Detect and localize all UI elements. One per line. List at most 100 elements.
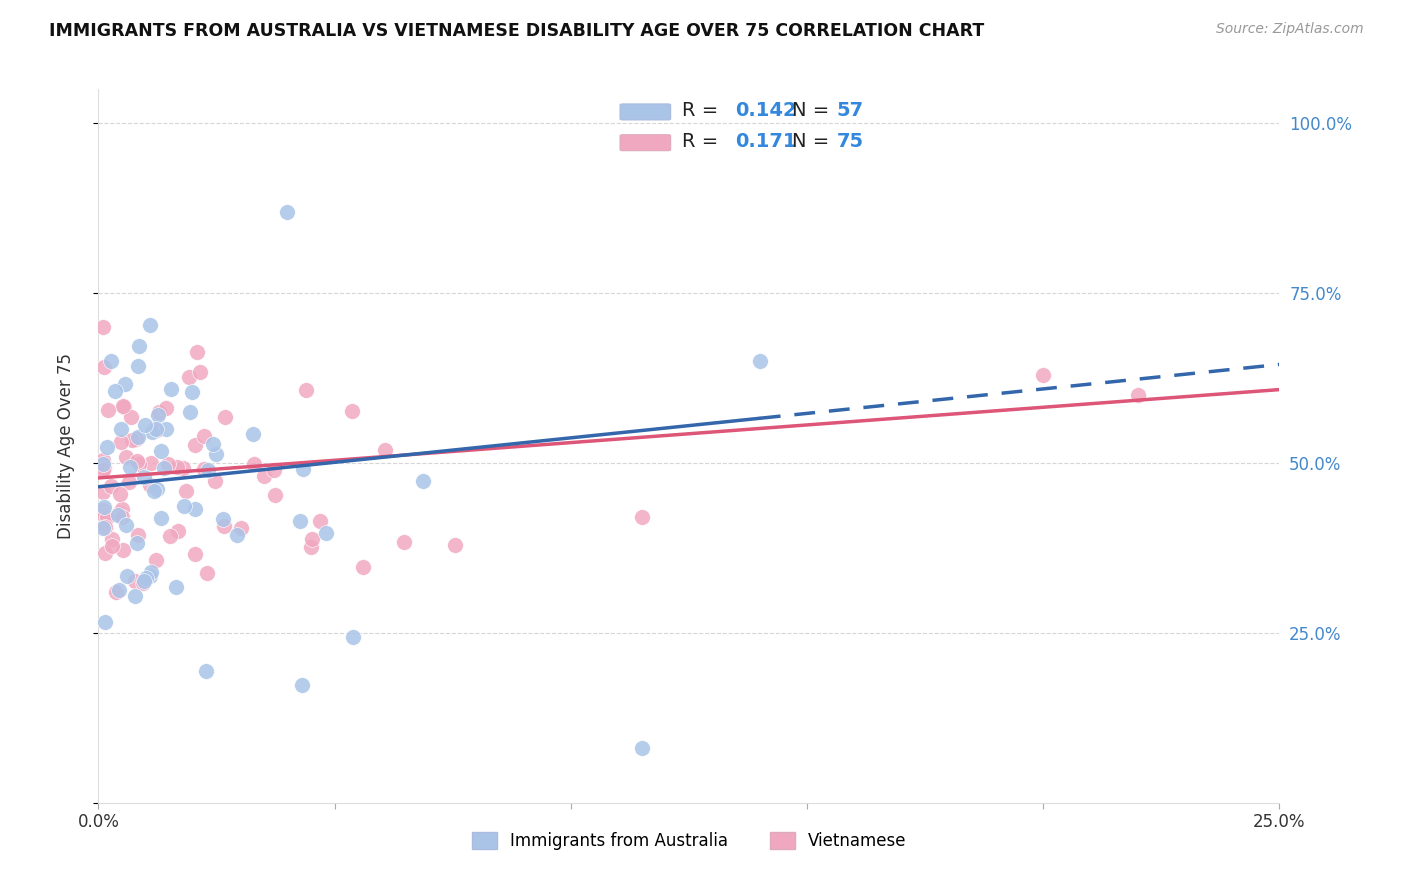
Point <box>94 546 117 560</box>
Point <box>127 429 149 443</box>
Point <box>288 514 311 528</box>
Point <box>112 401 135 415</box>
Point <box>179 405 201 419</box>
Point <box>91 521 114 535</box>
Point <box>205 447 228 461</box>
Point <box>108 506 131 520</box>
Point <box>91 319 114 334</box>
Point <box>145 422 167 436</box>
Point <box>91 484 114 499</box>
Point <box>172 461 194 475</box>
Point <box>146 482 169 496</box>
Point <box>342 630 364 644</box>
Point <box>188 366 211 380</box>
Point <box>166 580 188 594</box>
Point <box>184 438 207 452</box>
Point <box>444 538 467 552</box>
FancyBboxPatch shape <box>620 135 671 151</box>
Point <box>276 204 298 219</box>
Point <box>173 500 195 514</box>
Point <box>146 423 169 437</box>
Point <box>111 510 134 524</box>
Point <box>1126 388 1149 402</box>
Point <box>253 469 276 483</box>
Point <box>132 470 155 484</box>
Point <box>91 502 114 516</box>
Point <box>100 479 122 493</box>
Text: 0.171: 0.171 <box>735 132 797 151</box>
Point <box>630 741 652 756</box>
Point <box>195 664 218 678</box>
Point <box>120 460 142 475</box>
Point <box>143 422 166 436</box>
Point <box>120 409 142 424</box>
Point <box>94 520 117 534</box>
Point <box>135 571 157 585</box>
Point <box>115 450 138 465</box>
Point <box>204 475 226 489</box>
Text: 75: 75 <box>837 132 863 151</box>
Point <box>111 399 134 413</box>
Point <box>139 478 162 492</box>
Point <box>110 486 132 500</box>
Point <box>128 457 150 471</box>
Point <box>299 541 322 555</box>
Text: Source: ZipAtlas.com: Source: ZipAtlas.com <box>1216 22 1364 37</box>
Text: IMMIGRANTS FROM AUSTRALIA VS VIETNAMESE DISABILITY AGE OVER 75 CORRELATION CHART: IMMIGRANTS FROM AUSTRALIA VS VIETNAMESE … <box>49 22 984 40</box>
Point <box>111 501 134 516</box>
Point <box>128 339 150 353</box>
Point <box>127 536 149 550</box>
Point <box>91 457 114 471</box>
Point <box>117 475 139 489</box>
Point <box>229 520 252 534</box>
Point <box>630 510 652 524</box>
Point <box>125 432 148 446</box>
Point <box>134 418 156 433</box>
Point <box>212 511 235 525</box>
Point <box>96 509 118 524</box>
Point <box>352 560 374 574</box>
Point <box>155 422 177 436</box>
Point <box>291 462 314 476</box>
Point <box>186 345 208 359</box>
Point <box>748 354 770 368</box>
Point <box>156 457 179 471</box>
Point <box>159 382 181 396</box>
Point <box>141 425 163 439</box>
Point <box>193 429 215 443</box>
Point <box>150 511 173 525</box>
Point <box>242 426 264 441</box>
Point <box>374 443 396 458</box>
Point <box>112 542 135 557</box>
Point <box>91 463 114 477</box>
Point <box>117 569 139 583</box>
Point <box>146 408 169 422</box>
Point <box>225 527 247 541</box>
Point <box>107 508 129 523</box>
Point <box>115 518 138 533</box>
Point <box>193 462 215 476</box>
Text: 0.142: 0.142 <box>735 101 797 120</box>
Point <box>159 529 181 543</box>
Point <box>97 403 120 417</box>
Point <box>93 508 115 523</box>
Point <box>214 409 236 424</box>
Point <box>202 437 225 451</box>
Point <box>110 422 132 436</box>
Point <box>179 369 201 384</box>
Point <box>412 475 434 489</box>
Point <box>110 435 132 450</box>
Point <box>1032 368 1054 382</box>
Point <box>214 518 236 533</box>
Point <box>121 433 143 447</box>
Point <box>124 589 146 603</box>
Point <box>315 526 337 541</box>
Point <box>155 401 177 415</box>
Point <box>243 457 266 471</box>
Point <box>93 460 115 475</box>
Point <box>184 547 207 561</box>
Point <box>138 318 160 332</box>
Point <box>124 574 146 588</box>
Text: 57: 57 <box>837 101 863 120</box>
Point <box>308 514 330 528</box>
